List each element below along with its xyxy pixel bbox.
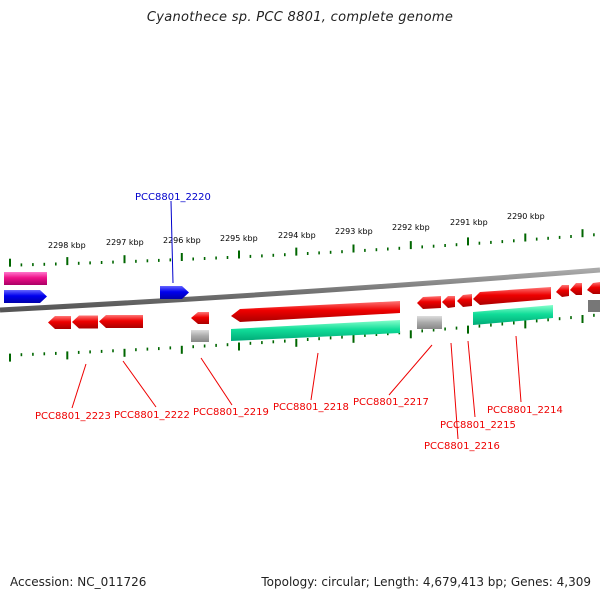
kbp-label-2291: 2291 kbp (450, 218, 488, 227)
kbp-label-2298: 2298 kbp (48, 241, 86, 250)
gene-label-2223[interactable]: PCC8801_2223 (35, 411, 111, 422)
reverse-gene-arrow-2219[interactable] (191, 312, 209, 324)
reverse-gene-arrow-2214[interactable] (473, 287, 551, 305)
pseudo-gene-2217[interactable] (417, 316, 442, 329)
reverse-gene-arrow-2218[interactable] (231, 301, 400, 322)
reverse-gene-arrow-b[interactable] (570, 283, 582, 295)
reverse-gene-arrow-c[interactable] (587, 282, 600, 294)
kbp-label-2290: 2290 kbp (507, 212, 545, 221)
gene-label-2217[interactable]: PCC8801_2217 (353, 397, 429, 408)
gene-label-2222[interactable]: PCC8801_2222 (114, 410, 190, 421)
reverse-gene-arrow-2215[interactable] (457, 294, 472, 307)
cds-bar-2218[interactable] (231, 320, 400, 341)
kbp-label-2297: 2297 kbp (106, 238, 144, 247)
reverse-gene-arrow-a[interactable] (556, 285, 569, 297)
kbp-label-2294: 2294 kbp (278, 231, 316, 240)
kbp-label-2296: 2296 kbp (163, 236, 201, 245)
kbp-label-2295: 2295 kbp (220, 234, 258, 243)
genome-title: Cyanothece sp. PCC 8801, complete genome (146, 10, 454, 25)
accession-text: Accession: NC_011726 (10, 575, 147, 589)
gene-label-2214[interactable]: PCC8801_2214 (487, 405, 563, 416)
label-leader-lines (71, 200, 522, 440)
rna-feature[interactable] (4, 272, 47, 285)
lower-scale-ticks (9, 313, 595, 362)
gene-label-2218[interactable]: PCC8801_2218 (273, 402, 349, 413)
reverse-strand-features (48, 282, 600, 342)
reverse-gene-arrow-2223b[interactable] (72, 315, 98, 329)
forward-strand-features (4, 272, 189, 303)
kbp-label-2292: 2292 kbp (392, 223, 430, 232)
topology-text: Topology: circular; Length: 4,679,413 bp… (261, 575, 591, 589)
kbp-label-2293: 2293 kbp (335, 227, 373, 236)
gene-label-2216[interactable]: PCC8801_2216 (424, 441, 500, 452)
cds-bar-2214[interactable] (473, 305, 553, 325)
reverse-gene-arrow-2216[interactable] (442, 296, 455, 308)
pseudo-gene-2219[interactable] (191, 330, 209, 342)
reverse-gene-arrow-2223[interactable] (48, 316, 71, 329)
forward-gene-arrow-2220[interactable] (160, 286, 189, 299)
gene-label-2215[interactable]: PCC8801_2215 (440, 420, 516, 431)
gene-label-2220[interactable]: PCC8801_2220 (135, 192, 211, 203)
reverse-gene-arrow-2222[interactable] (99, 315, 143, 328)
reverse-gene-arrow-2217[interactable] (417, 296, 441, 309)
genome-backbone (0, 267, 600, 313)
pseudo-gene-edge[interactable] (588, 300, 600, 312)
gene-label-2219[interactable]: PCC8801_2219 (193, 407, 269, 418)
upper-scale-ticks (9, 229, 595, 267)
forward-gene-arrow[interactable] (4, 290, 47, 303)
